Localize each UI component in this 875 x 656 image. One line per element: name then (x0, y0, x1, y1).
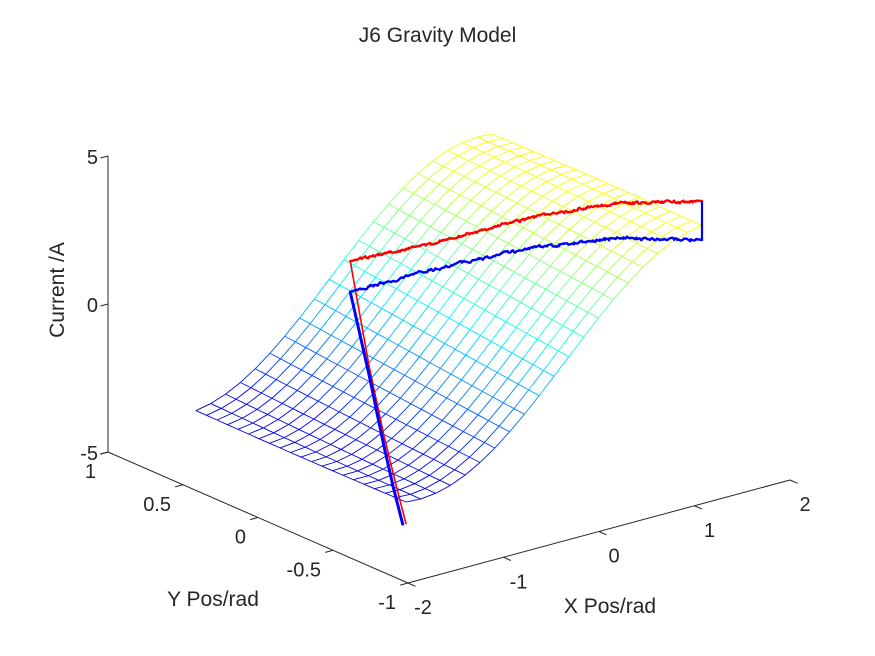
z-axis-label: Current /A (46, 242, 69, 338)
measured-current-forward-transient (349, 260, 407, 525)
measured-current-reverse-transient (348, 290, 405, 526)
x-axis-label: X Pos/rad (563, 595, 657, 618)
measured-current-reverse-line (349, 235, 704, 294)
tick-label: 1 (85, 461, 96, 483)
measured-current-forward-line (349, 199, 704, 263)
y-axis-label: Y Pos/rad (167, 588, 259, 611)
tick-label: -0.5 (287, 559, 321, 581)
tick-label: 5 (87, 147, 98, 169)
tick-labels: -2 -1 0 1 2 1 0.5 0 -0.5 -1 5 0 -5 (80, 147, 810, 619)
tick-label: -1 (510, 571, 528, 593)
tick-label: -1 (378, 592, 396, 614)
tick-label: 1 (704, 520, 715, 542)
tick-label: 0 (608, 546, 619, 568)
chart-title: J6 Gravity Model (358, 24, 517, 47)
axis-lines (107, 156, 791, 584)
surface-mesh (195, 133, 703, 503)
tick-label: 2 (799, 494, 810, 516)
tick-label: 0 (87, 295, 98, 317)
tick-label: -5 (80, 443, 98, 465)
tick-label: 0.5 (143, 494, 171, 516)
tick-label: 0 (235, 527, 246, 549)
tick-label: -2 (414, 597, 432, 619)
axis-ticks (100, 155, 798, 587)
